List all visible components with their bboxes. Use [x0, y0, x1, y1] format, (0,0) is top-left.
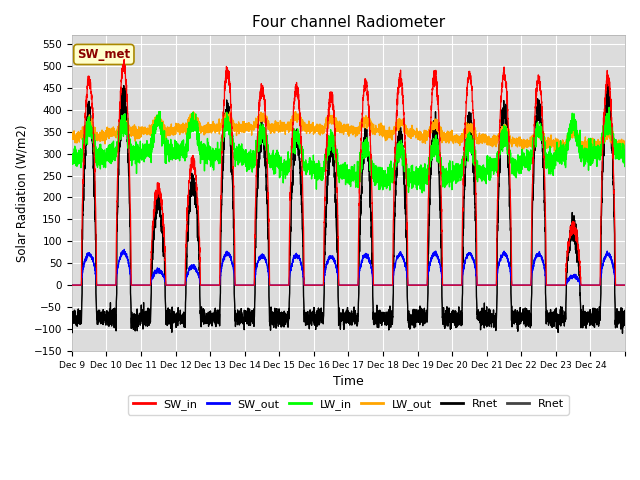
- X-axis label: Time: Time: [333, 375, 364, 388]
- Text: SW_met: SW_met: [77, 48, 131, 61]
- Title: Four channel Radiometer: Four channel Radiometer: [252, 15, 445, 30]
- Y-axis label: Solar Radiation (W/m2): Solar Radiation (W/m2): [15, 124, 28, 262]
- Legend: SW_in, SW_out, LW_in, LW_out, Rnet, Rnet: SW_in, SW_out, LW_in, LW_out, Rnet, Rnet: [128, 395, 568, 415]
